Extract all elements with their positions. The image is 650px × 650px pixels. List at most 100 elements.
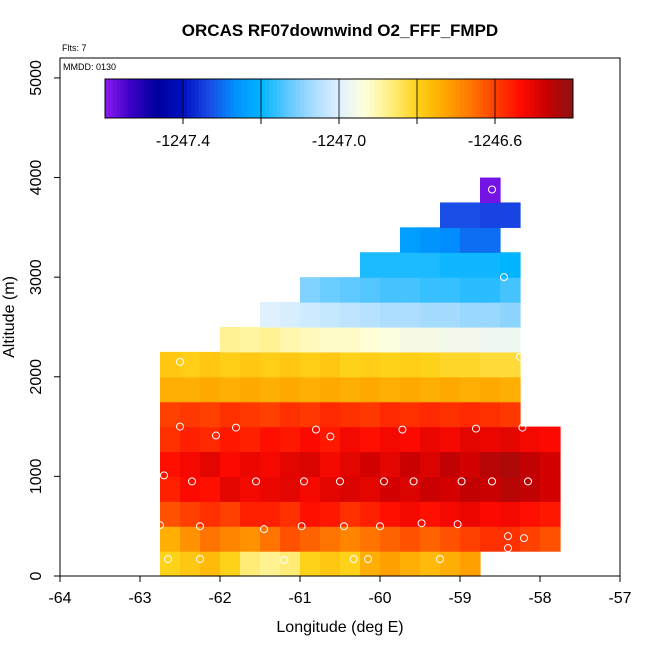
colorbar-segment — [545, 79, 551, 118]
sample-point — [472, 424, 480, 433]
heatmap-cell — [520, 476, 541, 502]
sample-point — [326, 432, 335, 441]
x-axis-title: Longitude (deg E) — [276, 619, 403, 636]
heatmap-cell — [220, 426, 241, 453]
colorbar-segment — [428, 79, 434, 118]
heatmap-cell — [440, 401, 461, 428]
heatmap-cell — [300, 551, 321, 577]
sample-points — [156, 185, 532, 565]
x-tick-label: -61 — [288, 590, 311, 607]
heatmap-cell — [500, 401, 521, 428]
colorbar-segment — [506, 79, 512, 118]
sample-point — [252, 477, 260, 486]
heatmap-cell — [380, 551, 401, 577]
heatmap-cell — [160, 426, 181, 453]
heatmap-cell — [440, 252, 461, 278]
colorbar-segment — [163, 79, 168, 118]
heatmap-cell — [340, 376, 361, 403]
heatmap-cell — [380, 426, 401, 453]
colorbar-segment — [397, 79, 402, 118]
heatmap-cell — [400, 451, 421, 477]
sample-point — [188, 477, 196, 486]
heatmap-cell — [500, 501, 521, 527]
colorbar-segment — [183, 79, 188, 118]
heatmap-cell — [320, 501, 341, 527]
heatmap-cell — [280, 401, 301, 428]
colorbar-segment — [413, 79, 418, 118]
y-tick-label: 3000 — [28, 259, 45, 295]
heatmap-cell — [400, 476, 421, 502]
heatmap-cell — [480, 376, 501, 403]
colorbar-segment — [198, 79, 203, 118]
heatmap-cell — [240, 476, 261, 502]
heatmap-cell — [420, 526, 441, 552]
sample-point — [364, 555, 372, 564]
heatmap-cell — [300, 451, 321, 477]
heatmap-cell — [420, 277, 441, 303]
colorbar-segment — [483, 79, 488, 118]
colorbar-segment — [210, 79, 215, 118]
colorbar-segment — [491, 79, 496, 118]
heatmap-cell — [320, 401, 341, 428]
heatmap-cell — [240, 501, 261, 527]
colorbar-segment — [331, 79, 336, 118]
heatmap-cell — [160, 476, 181, 502]
x-axis: -64 -63 -62 -61 -60 -59 -58 -57 — [48, 576, 632, 607]
heatmap-cell — [260, 551, 281, 577]
heatmap-cell — [180, 451, 201, 477]
heatmap-cell — [360, 476, 381, 502]
heatmap-cell — [380, 351, 401, 378]
colorbar-segment — [241, 79, 246, 118]
heatmap-cell — [340, 401, 361, 428]
sample-point — [212, 431, 220, 440]
heatmap-cell — [420, 302, 441, 328]
colorbar-segment — [303, 79, 309, 118]
heatmap-cell — [380, 501, 401, 527]
colorbar-segment — [526, 79, 531, 118]
colorbar-segment — [393, 79, 398, 118]
heatmap-cell — [240, 326, 261, 353]
colorbar-segment — [128, 79, 133, 118]
colorbar-segment — [140, 79, 145, 118]
heatmap-cell — [240, 376, 261, 403]
colorbar-segment — [479, 79, 484, 118]
sample-point — [164, 555, 172, 564]
heatmap-cell — [480, 426, 501, 453]
heatmap-cell — [500, 302, 521, 328]
heatmap-cell — [380, 451, 401, 477]
colorbar-segment — [401, 79, 406, 118]
heatmap-cell — [380, 401, 401, 428]
heatmap-cell — [460, 202, 481, 228]
heatmap-cell — [340, 426, 361, 453]
heatmap-cell — [440, 302, 461, 328]
heatmap-cell — [280, 376, 301, 403]
y-tick-label: 5000 — [28, 60, 45, 96]
heatmap-cell — [220, 376, 241, 403]
colorbar-segment — [112, 79, 118, 118]
colorbar-segment — [144, 79, 149, 118]
heatmap-cell — [460, 326, 481, 353]
heatmap-cell — [320, 551, 341, 577]
heatmap-cell — [480, 177, 501, 204]
colorbar-segment — [276, 79, 281, 118]
colorbar-segment — [307, 79, 313, 118]
heatmap-cell — [260, 376, 281, 403]
heatmap-cell — [380, 376, 401, 403]
heatmap-cell — [360, 277, 381, 303]
heatmap-cell — [400, 501, 421, 527]
heatmap-cell — [260, 351, 281, 378]
heatmap-cell — [300, 526, 321, 552]
sample-point — [156, 521, 164, 530]
colorbar-segment — [448, 79, 453, 118]
heatmap-cell — [400, 526, 421, 552]
heatmap-cell — [340, 476, 361, 502]
colorbar-segment — [498, 79, 504, 118]
heatmap-cell — [200, 526, 221, 552]
colorbar-segment — [553, 79, 558, 118]
heatmap-cell — [400, 376, 421, 403]
heatmap-cell — [320, 426, 341, 453]
heatmap-cell — [220, 501, 241, 527]
colorbar-segment — [374, 79, 379, 118]
heatmap-cell — [300, 501, 321, 527]
